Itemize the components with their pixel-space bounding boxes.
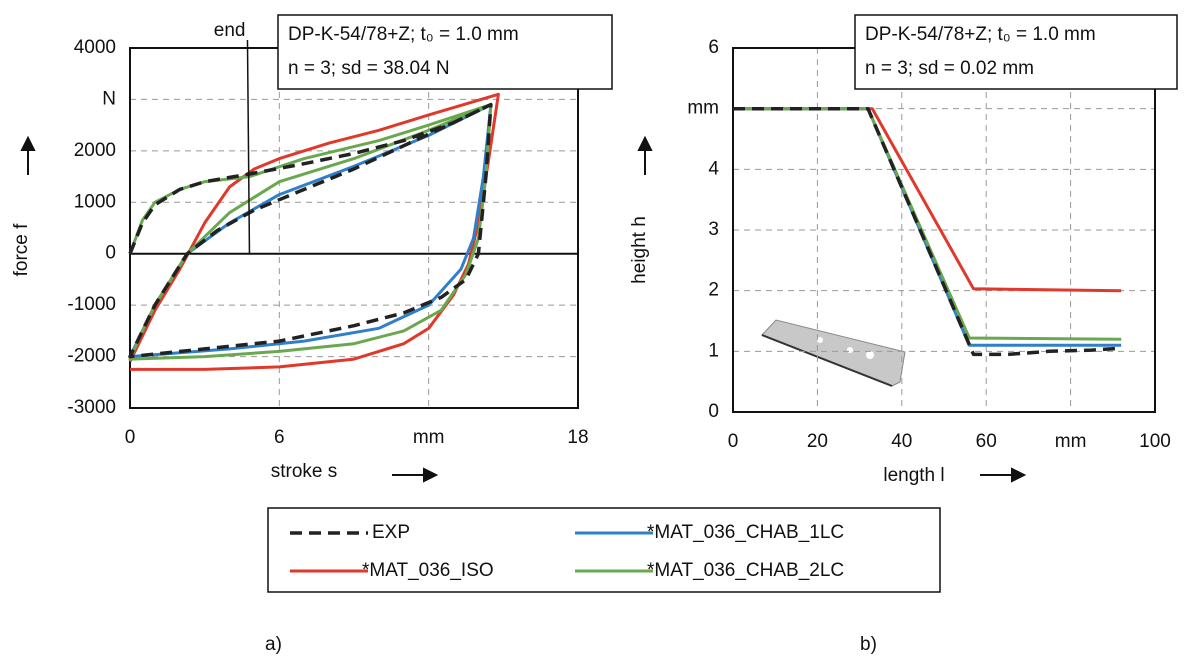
- y-tick-label: -2000: [67, 346, 116, 367]
- y-tick-label: 3: [708, 219, 719, 240]
- x-tick-label: 100: [1139, 431, 1171, 452]
- legend-label: EXP: [372, 522, 410, 543]
- y-tick-label: 1: [708, 340, 719, 361]
- series-line: [128, 102, 493, 359]
- axis-arrows: [20, 135, 1027, 483]
- series-line: [733, 107, 1122, 341]
- series-line: [128, 92, 500, 371]
- series-line: [733, 106, 1122, 357]
- annotation-box: [277, 14, 613, 90]
- y-tick-label: 4000: [74, 37, 116, 58]
- annotation-box: [854, 14, 1178, 90]
- annotation-text: DP-K-54/78+Z; t₀ = 1.0 mm: [288, 24, 519, 45]
- x-tick-label: 0: [125, 427, 136, 448]
- legend-label: *MAT_036_CHAB_1LC: [647, 522, 844, 543]
- x-tick-label: 20: [807, 431, 828, 452]
- series-line: [733, 107, 1122, 293]
- annotation-text: DP-K-54/78+Z; t₀ = 1.0 mm: [865, 24, 1096, 45]
- plot-frame: [129, 47, 579, 409]
- x-axis-label: length l: [883, 465, 944, 486]
- legend-box: [267, 507, 941, 593]
- y-axis-label: force f: [11, 223, 32, 277]
- x-tick-label: 18: [567, 427, 588, 448]
- y-tick-label: 4: [708, 158, 719, 179]
- panel-label: a): [265, 634, 282, 655]
- x-tick-label: 6: [274, 427, 285, 448]
- panel-label: b): [860, 634, 877, 655]
- y-tick-label: -3000: [67, 397, 116, 418]
- y-tick-label: 6: [708, 37, 719, 58]
- y-tick-label: N: [102, 88, 116, 109]
- y-tick-label: 0: [708, 401, 719, 422]
- y-axis-label: height h: [629, 216, 650, 284]
- annotation-text: n = 3; sd = 0.02 mm: [865, 58, 1034, 79]
- x-axis-label: stroke s: [271, 461, 338, 482]
- y-tick-label: 1000: [74, 191, 116, 212]
- y-tick-label: 2: [708, 280, 719, 301]
- end-marker: [246, 39, 251, 254]
- series-line: [128, 103, 493, 361]
- legend-label: *MAT_036_ISO: [362, 560, 494, 581]
- x-tick-label: 60: [976, 431, 997, 452]
- end-label: end: [214, 20, 246, 41]
- y-tick-label: -1000: [67, 294, 116, 315]
- annotation-text: n = 3; sd = 38.04 N: [288, 58, 450, 79]
- specimen-inset: [761, 319, 906, 387]
- series-line: [733, 107, 1122, 347]
- x-tick-label: 0: [728, 431, 739, 452]
- y-tick-label: mm: [687, 98, 719, 119]
- x-tick-label: mm: [413, 427, 445, 448]
- legend-label: *MAT_036_CHAB_2LC: [647, 560, 844, 581]
- y-tick-label: 2000: [74, 140, 116, 161]
- x-tick-label: mm: [1055, 431, 1087, 452]
- x-tick-label: 40: [891, 431, 912, 452]
- y-tick-label: 0: [105, 243, 116, 264]
